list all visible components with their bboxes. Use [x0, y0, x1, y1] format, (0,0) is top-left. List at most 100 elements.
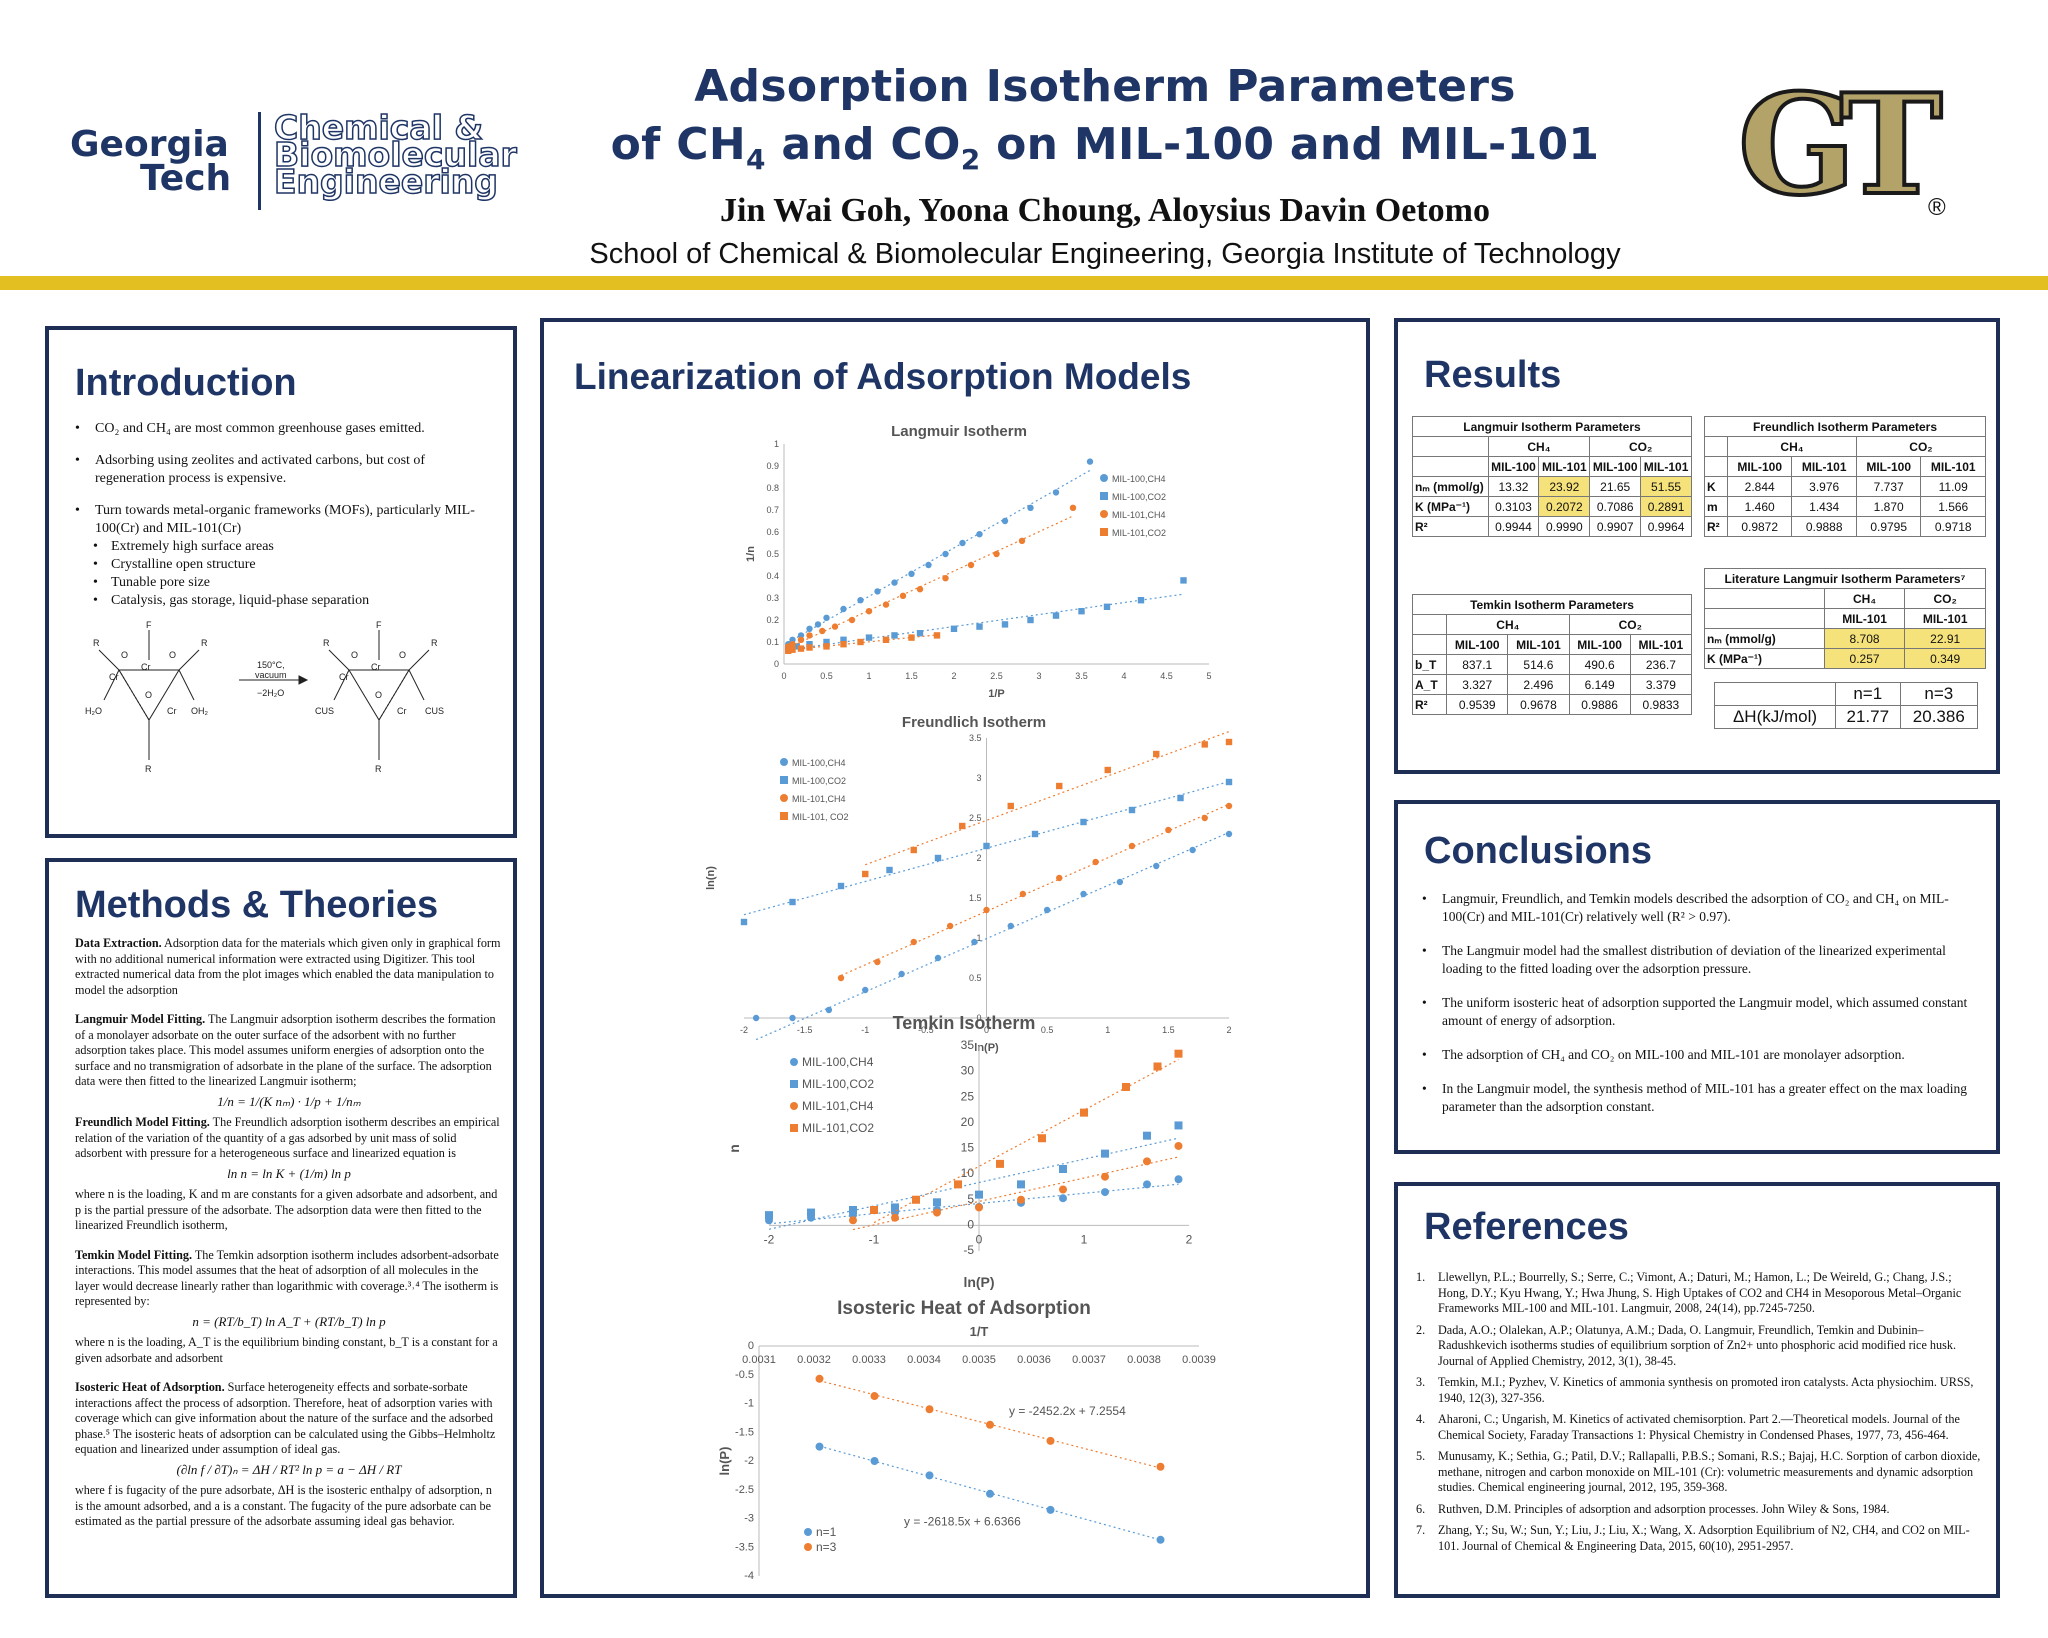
scheme-cr-right-1: Cr: [371, 662, 381, 672]
introduction-title: Introduction: [75, 362, 297, 404]
series-mil-100-ch4: [752, 830, 1233, 1041]
scheme-h2o: H₂O: [85, 706, 102, 716]
x-tick-label: 4: [1121, 671, 1126, 681]
data-point: [976, 623, 983, 630]
logo-dept-line2: Biomolecular: [273, 135, 517, 174]
methods-p4: Temkin Model Fitting. The Temkin adsorpt…: [75, 1247, 499, 1309]
conclusions-list: Langmuir, Freundlich, and Temkin models …: [1418, 890, 1974, 1130]
x-tick-label: -1.5: [797, 1025, 813, 1035]
y-tick-label: -1: [744, 1398, 754, 1410]
data-point: [815, 1374, 824, 1383]
x-tick-label: 0.0035: [962, 1354, 996, 1366]
x-tick-label: 1: [866, 671, 871, 681]
data-point: [1225, 830, 1233, 838]
data-point: [1017, 1195, 1025, 1204]
legend-marker: [790, 1080, 798, 1088]
chart-title: Isosteric Heat of Adsorption: [837, 1298, 1091, 1319]
results-panel: Results Langmuir Isotherm Parameters CH₄…: [1394, 318, 2000, 774]
scheme-r-right-1: R: [323, 638, 330, 648]
x-tick-label: 3.5: [1075, 671, 1088, 681]
data-point: [891, 579, 898, 586]
data-point: [874, 588, 881, 595]
data-point: [1201, 741, 1208, 748]
reference-item: 3. Temkin, M.I.; Pyzhev, V. Kinetics of a…: [1416, 1375, 1974, 1405]
series-n-1: [815, 1442, 1165, 1544]
legend-label: MIL-100,CO2: [792, 776, 846, 786]
registered-mark: ®: [1928, 194, 1946, 221]
chart-1: Langmuir Isotherm 0 0.5 1 1.5 2 2.5 3 3.5 4 4.5 5 0 0…: [745, 423, 1212, 700]
legend-label: n=3: [816, 1540, 837, 1554]
conclusion-2: The Langmuir model had the smallest dist…: [1418, 942, 1974, 978]
data-point: [993, 550, 1000, 558]
data-point: [1027, 616, 1034, 624]
references-title: References: [1424, 1206, 1629, 1248]
data-point: [946, 922, 954, 930]
legend-label: n=1: [816, 1525, 837, 1539]
chart-title: Freundlich Isotherm: [902, 714, 1046, 731]
methods-p3: Freundlich Model Fitting. The Freundlich…: [75, 1115, 500, 1160]
results-title: Results: [1424, 354, 1562, 396]
y-tick-label: 0: [774, 659, 779, 669]
data-point: [1019, 890, 1027, 898]
series-mil-101-co2: [785, 632, 941, 654]
y-tick-label: 2: [976, 853, 981, 863]
trendline: [865, 731, 1230, 866]
data-point: [967, 561, 975, 569]
data-point: [789, 636, 796, 643]
reference-item: 6. Ruthven, D.M. Principles of adsorption…: [1416, 1501, 1890, 1516]
data-point: [912, 1195, 920, 1204]
legend-label: MIL-101,CO2: [802, 1121, 874, 1135]
legend-marker: [1100, 474, 1108, 482]
data-point: [1080, 890, 1087, 898]
conclusion-3: The uniform isosteric heat of adsorption…: [1418, 994, 1974, 1030]
data-point: [1080, 1108, 1088, 1117]
legend-marker: [790, 1124, 798, 1132]
data-point: [1104, 766, 1111, 774]
legend-marker: [790, 1102, 798, 1110]
methods-p4b: where n is the loading, A_T is the equil…: [75, 1335, 498, 1365]
x-tick-label: -2: [740, 1025, 748, 1035]
reference-item: 5. Munusamy, K.; Sethia, G.; Patil, D.V.;…: [1416, 1449, 1981, 1494]
data-point: [849, 1206, 857, 1214]
data-point: [837, 974, 845, 982]
data-point: [1201, 814, 1208, 822]
y-axis-label: ln(n): [705, 866, 717, 890]
data-point: [1031, 830, 1039, 838]
data-point: [971, 938, 978, 946]
x-tick-label: 0.0033: [852, 1354, 886, 1366]
freundlich-table: Freundlich Isotherm Parameters CH₄ CO₂ MI…: [1704, 416, 1987, 537]
data-point: [942, 575, 949, 582]
x-tick-label: 0.0039: [1182, 1354, 1216, 1366]
data-point: [933, 1208, 941, 1217]
data-point: [1189, 846, 1196, 854]
intro-sub-4: Catalysis, gas storage, liquid-phase sep…: [71, 592, 491, 610]
data-point: [1086, 458, 1094, 465]
x-tick-label: 2.5: [990, 671, 1003, 681]
linearization-panel: Linearization of Adsorption Models Langm…: [540, 318, 1370, 1598]
intro-bullet-1: CO₂ and CH₄ are most common greenhouse g…: [71, 420, 491, 438]
data-point: [1007, 922, 1014, 930]
scheme-arrow-top: 150°C,: [257, 660, 285, 670]
mof-activation-scheme: F Cr Cr Cr O O O R R R H₂O OH₂ 150°C, va…: [85, 620, 444, 774]
conclusions-panel: Conclusions Langmuir, Freundlich, and Te…: [1394, 800, 2000, 1154]
x-tick-label: 0.0038: [1127, 1354, 1161, 1366]
poster-title: Adsorption Isotherm Parameters of CH4 an…: [560, 58, 1650, 189]
data-point: [831, 623, 839, 630]
x-tick-label: -1: [869, 1232, 880, 1246]
y-tick-label: 5: [967, 1192, 974, 1206]
trendline: [755, 831, 1230, 1041]
scheme-oh2: OH₂: [191, 706, 209, 716]
data-point: [848, 616, 856, 624]
scheme-o-right-1: O: [351, 650, 358, 660]
intro-bullet-3: Turn towards metal-organic frameworks (M…: [71, 502, 491, 538]
scheme-cus-left: CUS: [315, 706, 334, 716]
x-tick-label: 2: [1186, 1232, 1193, 1246]
scheme-f-left: F: [146, 620, 152, 630]
linearization-title: Linearization of Adsorption Models: [574, 356, 1192, 397]
data-point: [933, 1198, 941, 1207]
scheme-cr-left-3: Cr: [167, 706, 177, 716]
data-point: [959, 822, 966, 830]
data-point: [1027, 504, 1034, 511]
data-point: [797, 636, 805, 643]
